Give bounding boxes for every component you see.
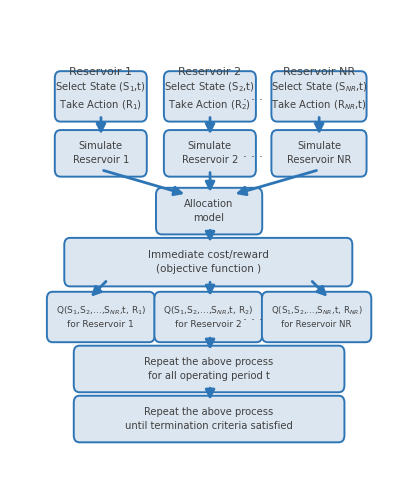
Text: Q(S$_1$,S$_2$,...,S$_{NR}$,t, R$_{NR}$)
for Reservoir NR: Q(S$_1$,S$_2$,...,S$_{NR}$,t, R$_{NR}$) … [271, 304, 362, 330]
Text: Simulate
Reservoir 2: Simulate Reservoir 2 [182, 142, 238, 166]
Text: Q(S$_1$,S$_2$,...,S$_{NR}$,t, R$_1$)
for Reservoir 1: Q(S$_1$,S$_2$,...,S$_{NR}$,t, R$_1$) for… [55, 304, 146, 330]
Text: Repeat the above process
for all operating period t: Repeat the above process for all operati… [144, 357, 274, 381]
FancyBboxPatch shape [74, 346, 344, 393]
FancyBboxPatch shape [74, 396, 344, 442]
Text: Immediate cost/reward
(objective function ): Immediate cost/reward (objective functio… [148, 250, 269, 274]
Text: Select State (S$_{NR}$,t)
Take Action (R$_{NR}$,t): Select State (S$_{NR}$,t) Take Action (R… [271, 80, 367, 112]
FancyBboxPatch shape [55, 71, 147, 122]
Text: Select State (S$_2$,t)
Take Action (R$_2$): Select State (S$_2$,t) Take Action (R$_2… [164, 80, 255, 112]
FancyBboxPatch shape [271, 130, 366, 176]
FancyBboxPatch shape [164, 130, 256, 176]
FancyBboxPatch shape [262, 292, 371, 342]
Text: . . .: . . . [243, 90, 264, 102]
Text: Allocation
model: Allocation model [184, 199, 234, 223]
Text: Reservoir 1: Reservoir 1 [69, 68, 133, 78]
FancyBboxPatch shape [47, 292, 155, 342]
Text: Q(S$_1$,S$_2$,...,S$_{NR}$,t, R$_2$)
for Reservoir 2: Q(S$_1$,S$_2$,...,S$_{NR}$,t, R$_2$) for… [163, 304, 253, 330]
Text: . . .: . . . [243, 310, 264, 324]
FancyBboxPatch shape [156, 188, 262, 234]
FancyBboxPatch shape [55, 130, 147, 176]
Text: Simulate
Reservoir NR: Simulate Reservoir NR [287, 142, 351, 166]
Text: . . .: . . . [243, 146, 264, 160]
FancyBboxPatch shape [271, 71, 366, 122]
Text: Reservoir 2: Reservoir 2 [178, 68, 242, 78]
Text: Reservoir NR: Reservoir NR [283, 68, 355, 78]
FancyBboxPatch shape [154, 292, 262, 342]
Text: Simulate
Reservoir 1: Simulate Reservoir 1 [73, 142, 129, 166]
Text: Repeat the above process
until termination criteria satisfied: Repeat the above process until terminati… [125, 407, 293, 431]
Text: Select State (S$_1$,t)
Take Action (R$_1$): Select State (S$_1$,t) Take Action (R$_1… [55, 80, 146, 112]
FancyBboxPatch shape [164, 71, 256, 122]
FancyBboxPatch shape [64, 238, 353, 286]
